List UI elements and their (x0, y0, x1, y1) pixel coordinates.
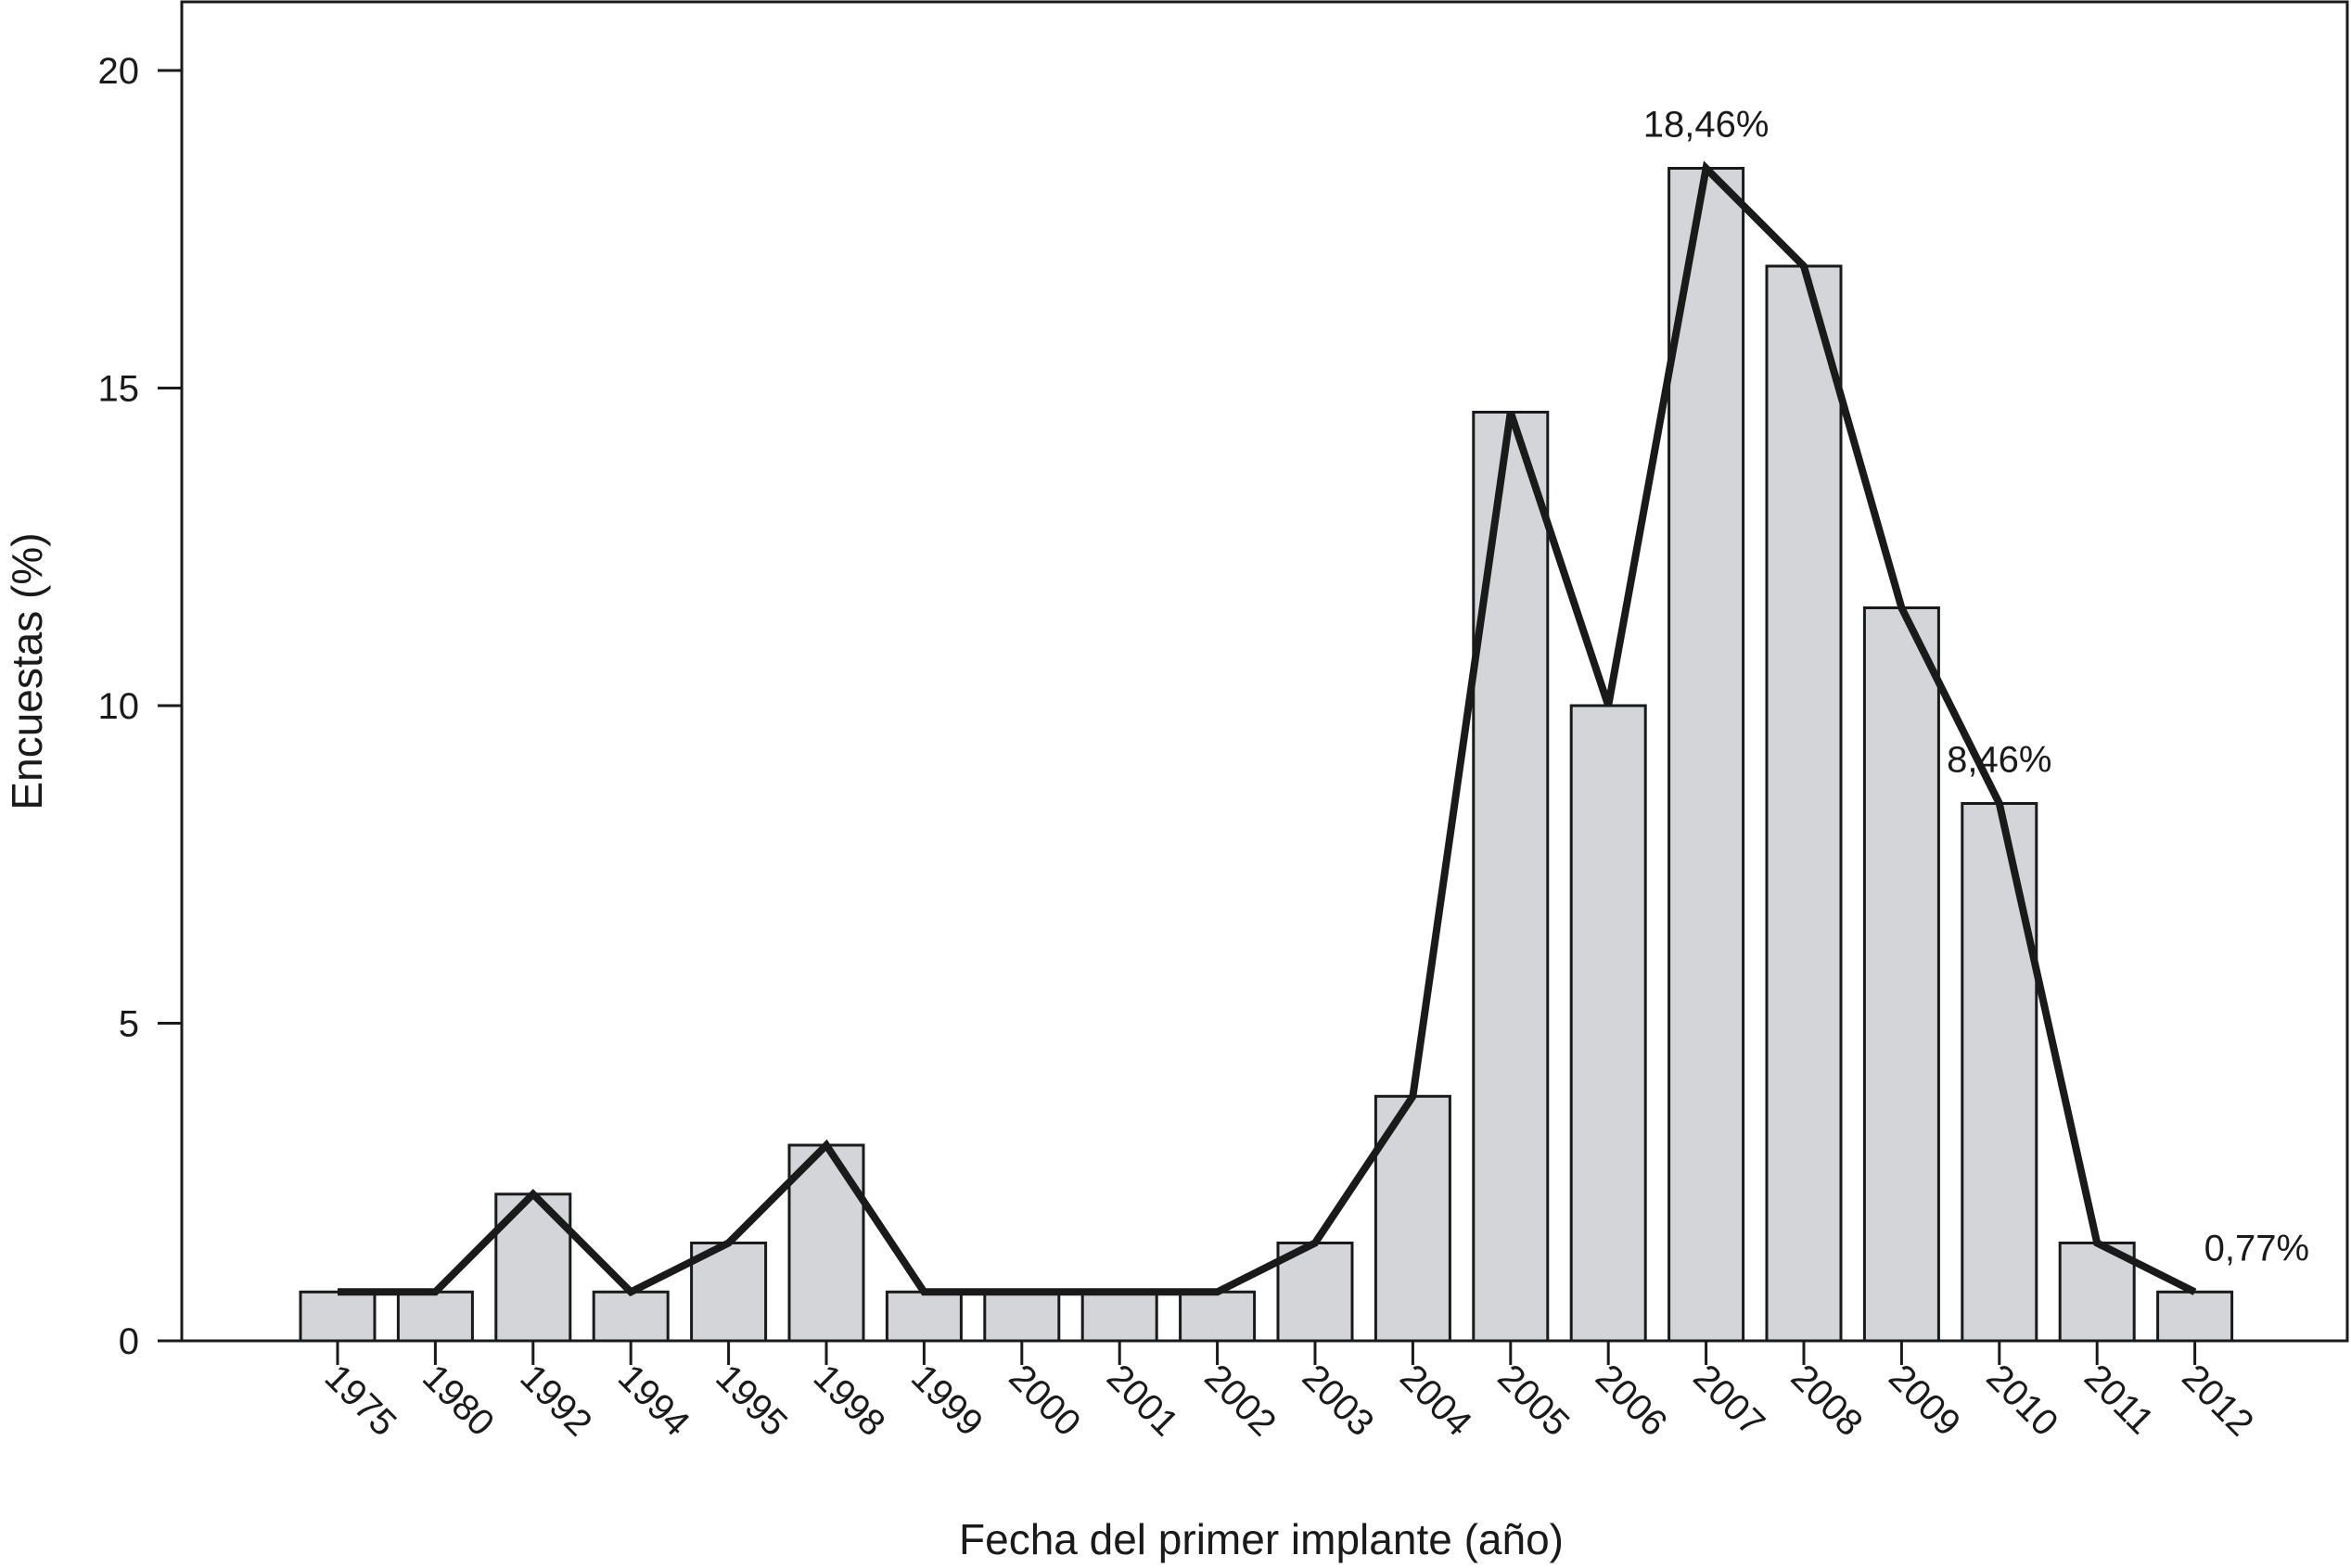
bar-2001 (1080, 1290, 1158, 1343)
y-tick-label-0: 0 (119, 1321, 139, 1362)
x-tick-label-2006: 2006 (1588, 1357, 1675, 1444)
bar-2009 (1862, 606, 1940, 1343)
x-axis-label: Fecha del primer implante (año) (959, 1515, 1564, 1563)
x-tick-label-2010: 2010 (1978, 1357, 2065, 1444)
x-tick-label-2008: 2008 (1783, 1357, 1871, 1444)
bar-2008 (1765, 264, 1843, 1343)
bar-1975 (299, 1290, 377, 1343)
x-tick-label-2012: 2012 (2174, 1357, 2261, 1444)
bar-1999 (885, 1290, 963, 1343)
annotation-2007: 18,46% (1643, 104, 1770, 145)
trend-line (338, 160, 2197, 1297)
y-axis-label: Encuestas (%) (3, 532, 51, 809)
annotation-2010: 8,46% (1947, 739, 2051, 780)
plot-frame (180, 0, 2349, 1343)
x-tick-label-2002: 2002 (1196, 1357, 1284, 1444)
trend-line-group (338, 160, 2197, 1297)
x-tick-label-1995: 1995 (708, 1357, 795, 1444)
bar-1980 (396, 1290, 474, 1343)
y-tick-label-10: 10 (98, 686, 140, 727)
x-tick-label-1994: 1994 (610, 1357, 697, 1444)
x-tick-label-2005: 2005 (1489, 1357, 1577, 1444)
x-tick-label-1992: 1992 (512, 1357, 599, 1444)
bar-2007 (1667, 167, 1745, 1343)
bar-2012 (2156, 1290, 2234, 1343)
annotations-group: 18,46% 8,46% 0,77% (1643, 104, 2309, 1268)
y-axis: 0 5 10 15 20 (98, 51, 182, 1362)
x-tick-label-1975: 1975 (317, 1357, 404, 1444)
x-tick-label-2001: 2001 (1099, 1357, 1186, 1444)
y-tick-label-20: 20 (98, 51, 140, 92)
bar-2006 (1569, 704, 1647, 1343)
x-tick-label-2009: 2009 (1881, 1357, 1968, 1444)
bars-group (299, 167, 2234, 1343)
y-tick-label-15: 15 (98, 369, 140, 410)
bar-2000 (983, 1290, 1061, 1343)
x-tick-label-1999: 1999 (903, 1357, 990, 1444)
bar-2005 (1472, 411, 1550, 1343)
bar-1994 (592, 1290, 670, 1343)
bar-2002 (1179, 1290, 1257, 1343)
x-tick-label-2004: 2004 (1392, 1357, 1479, 1444)
x-tick-label-1980: 1980 (415, 1357, 502, 1444)
x-axis: 1975 1980 1992 1994 1995 1998 1999 2000 2001 2002… (317, 1341, 2261, 1444)
annotation-2012: 0,77% (2204, 1228, 2309, 1268)
y-tick-label-5: 5 (119, 1004, 139, 1045)
x-tick-label-2000: 2000 (1001, 1357, 1088, 1444)
x-tick-label-2003: 2003 (1295, 1357, 1382, 1444)
x-tick-label-1998: 1998 (806, 1357, 893, 1444)
bar-2010 (1961, 802, 2038, 1343)
x-tick-label-2011: 2011 (2076, 1357, 2162, 1442)
x-tick-label-2007: 2007 (1685, 1357, 1772, 1444)
